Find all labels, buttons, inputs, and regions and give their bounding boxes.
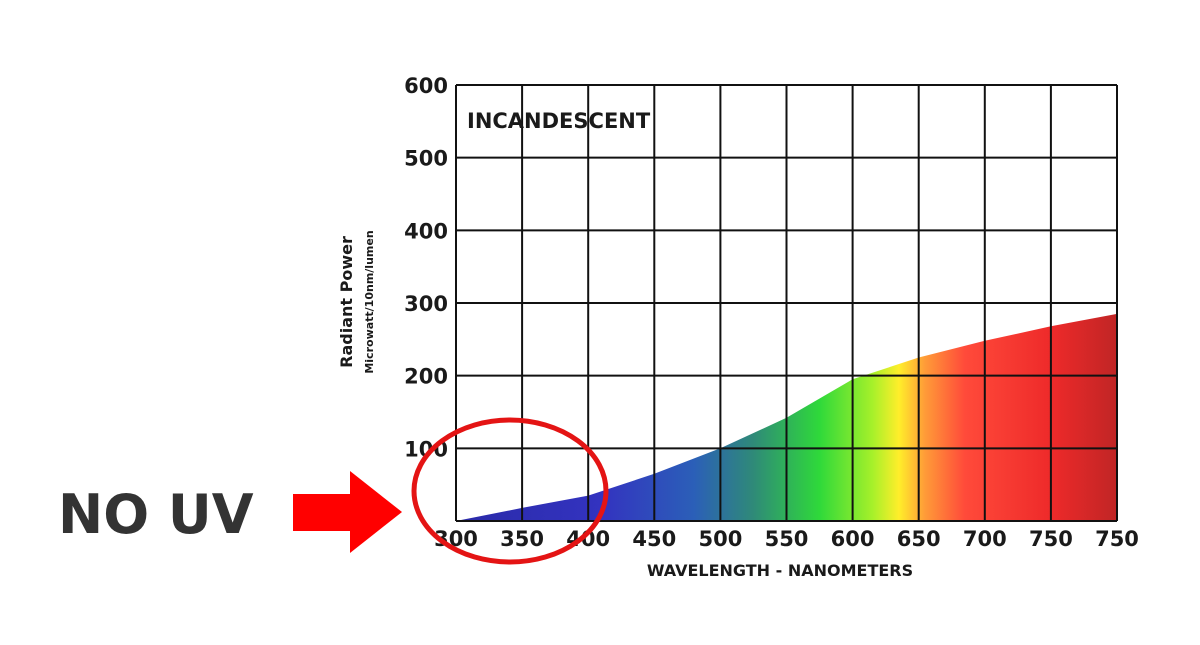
x-tick-label: 700 — [963, 527, 1007, 551]
y-tick-label: 600 — [404, 74, 448, 98]
x-tick-label: 600 — [831, 527, 875, 551]
x-tick-label: 750 — [1029, 527, 1073, 551]
x-tick-label: 350 — [500, 527, 544, 551]
x-axis-ticks: 300 350 400 450 500 550 600 650 700 750 750 — [434, 527, 1139, 551]
right-arrow-icon — [293, 471, 402, 553]
y-tick-label: 300 — [404, 292, 448, 316]
no-uv-label: NO UV — [58, 483, 254, 546]
y-axis-title: Radiant Power — [337, 236, 356, 368]
chart-title: INCANDESCENT — [467, 109, 651, 133]
y-tick-label: 200 — [404, 365, 448, 389]
spectrum-area — [456, 313, 1117, 521]
x-tick-label: 750 — [1095, 527, 1139, 551]
no-uv-highlight-circle — [411, 417, 609, 565]
x-axis-title: WAVELENGTH - NANOMETERS — [647, 561, 913, 580]
x-tick-label: 550 — [765, 527, 809, 551]
chart-grid — [455, 84, 1118, 522]
y-tick-label: 400 — [404, 219, 448, 243]
x-tick-label: 650 — [897, 527, 941, 551]
y-tick-label: 500 — [404, 147, 448, 171]
x-tick-label: 450 — [632, 527, 676, 551]
x-tick-label: 500 — [698, 527, 742, 551]
y-axis-subtitle: Microwatt/10nm/lumen — [363, 230, 376, 373]
